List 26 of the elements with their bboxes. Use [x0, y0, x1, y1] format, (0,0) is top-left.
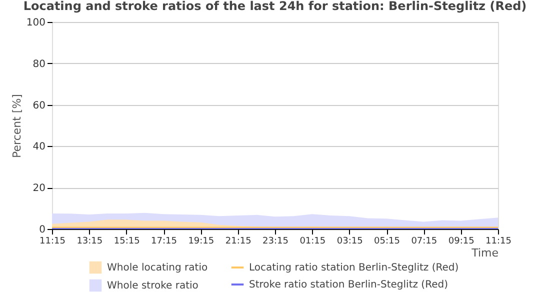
legend-label: Locating ratio station Berlin-Steglitz (Red): [249, 262, 459, 274]
legend-label: Whole stroke ratio: [107, 280, 198, 292]
legend-label: Stroke ratio station Berlin-Steglitz (Red): [249, 280, 448, 290]
legend-label: Whole locating ratio: [107, 262, 208, 274]
x-axis-title: Time: [470, 246, 499, 260]
x-tick-label: 05:15: [374, 236, 400, 246]
x-tick-label: 07:15: [411, 236, 438, 246]
x-tick-label: 11:15: [40, 236, 66, 246]
x-tick-label: 19:15: [188, 236, 214, 246]
x-tick-label: 15:15: [114, 236, 140, 246]
y-tick-label: 100: [26, 18, 46, 28]
y-tick-label: 60: [32, 100, 46, 112]
x-tick-label: 13:15: [76, 236, 103, 246]
x-tick-label: 01:15: [300, 236, 326, 246]
x-tick-label: 23:15: [262, 236, 288, 246]
y-axis-title: Percent [%]: [10, 94, 24, 158]
y-tick-label: 40: [32, 142, 46, 153]
x-tick-label: 21:15: [225, 236, 252, 246]
x-tick-label: 11:15: [486, 236, 512, 246]
x-tick-label: 17:15: [151, 236, 177, 246]
x-tick-label: 09:15: [448, 236, 474, 246]
chart-title: Locating and stroke ratios of the last 24h for station: Berlin-Steglitz (Red): [23, 0, 527, 13]
x-tick-label: 03:15: [336, 236, 363, 246]
y-tick-label: 0: [39, 224, 46, 236]
y-tick-label: 80: [32, 58, 46, 70]
y-tick-label: 20: [32, 183, 46, 194]
